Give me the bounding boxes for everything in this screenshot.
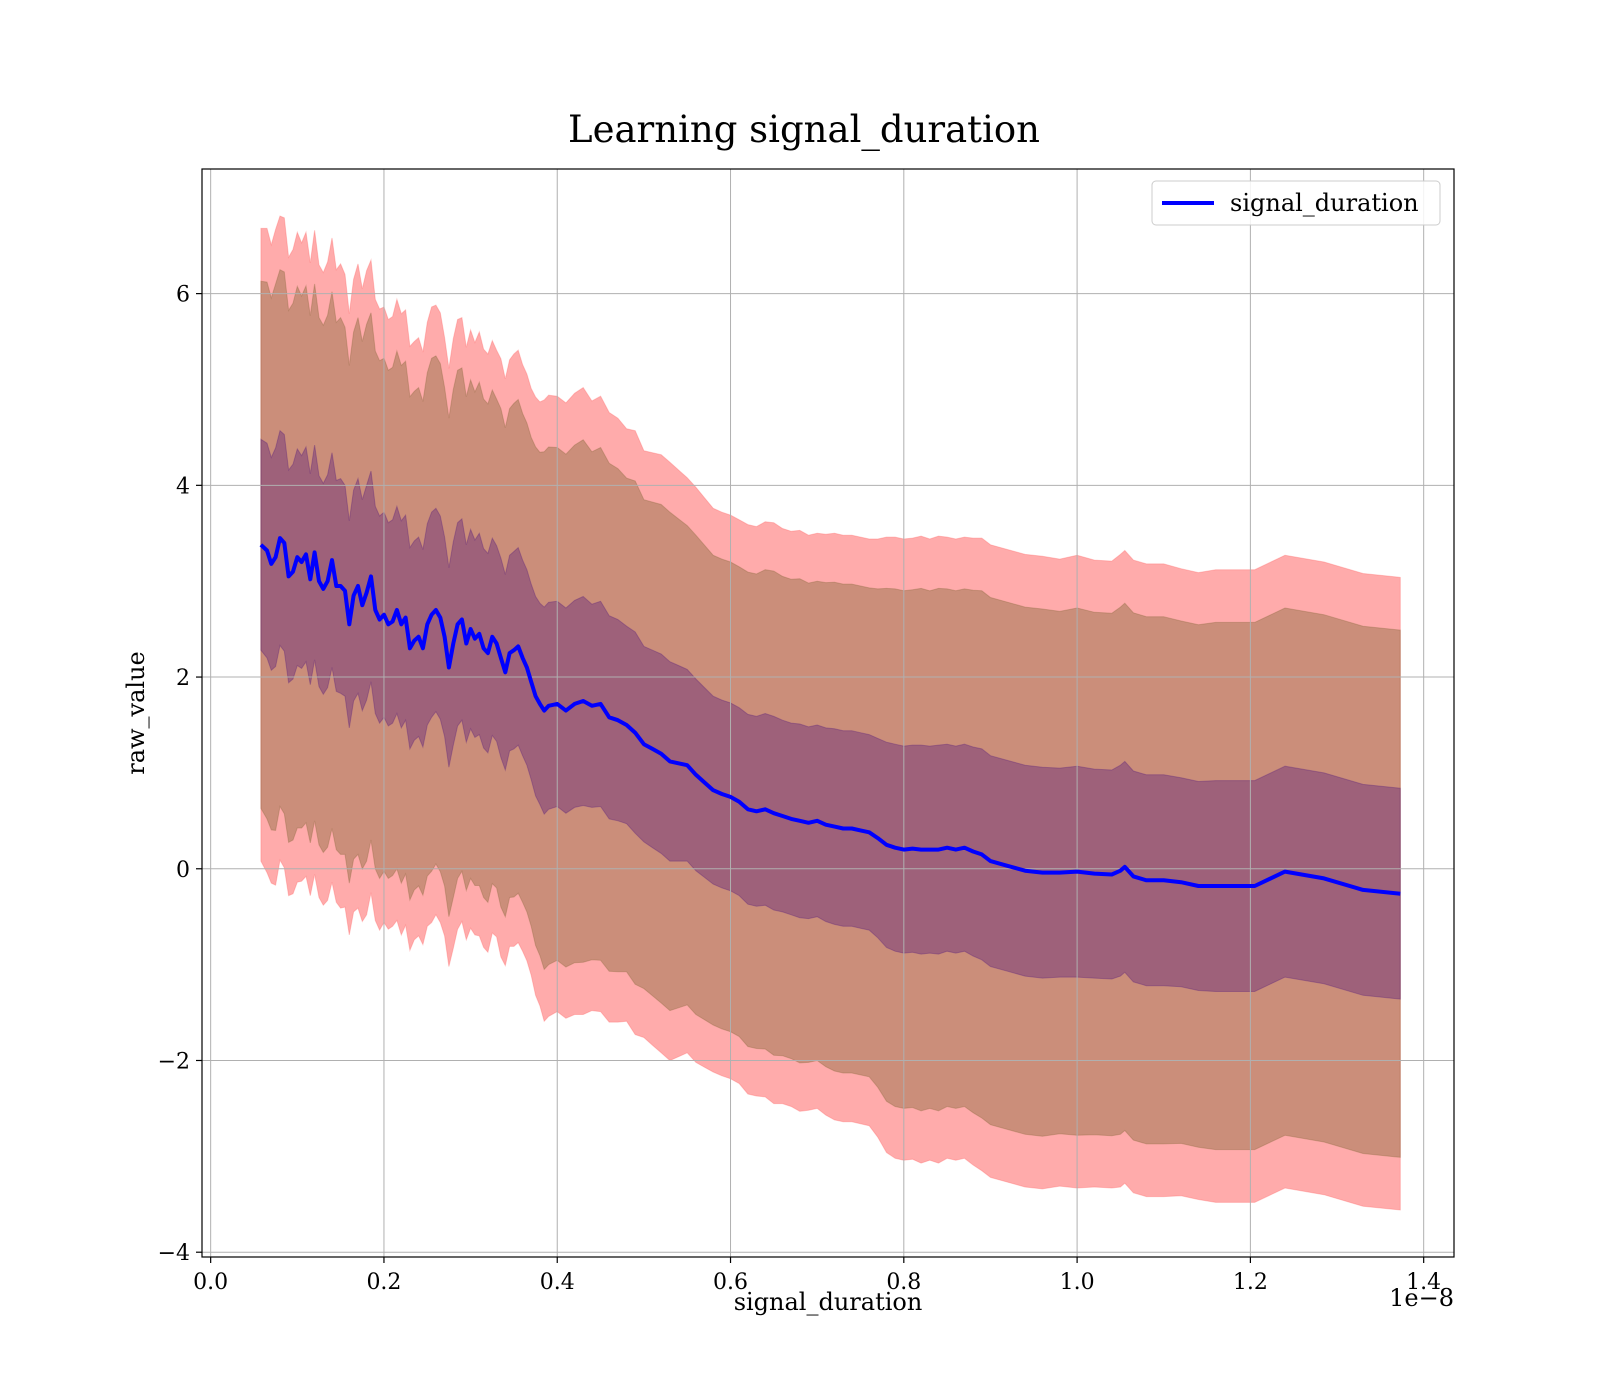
- y-tick-label: 2: [176, 666, 190, 691]
- x-axis-ticks: 0.0 0.2 0.4 0.6 0.8 1.0 1.2 1.4: [193, 1257, 1441, 1295]
- plot-frame: [201, 168, 1455, 1258]
- y-tick-label: −4: [158, 1241, 190, 1266]
- confidence-bands: [260, 215, 1401, 1211]
- plot-area: [201, 168, 1455, 1258]
- x-tick-label: 0.4: [540, 1270, 575, 1295]
- x-axis-label: signal_duration: [734, 1288, 923, 1316]
- band-inner: [260, 429, 1401, 1000]
- x-tick-label: 1.4: [1406, 1270, 1441, 1295]
- chart-title: Learning signal_duration: [568, 108, 1040, 152]
- legend: signal_duration: [1151, 180, 1441, 226]
- y-tick-label: −2: [158, 1049, 190, 1074]
- x-tick-label: 1.0: [1060, 1270, 1095, 1295]
- series-lines: [259, 536, 1401, 896]
- series-line-signal_duration: [259, 536, 1401, 896]
- x-tick-label: 0.2: [366, 1270, 401, 1295]
- y-tick-label: 6: [176, 283, 190, 308]
- x-tick-label: 0.6: [713, 1270, 748, 1295]
- y-axis-ticks: −4 −2 0 2 4 6: [158, 283, 202, 1266]
- legend-box: [1151, 180, 1441, 226]
- x-axis-offset-label: 1e−8: [1389, 1284, 1454, 1312]
- band-middle: [260, 268, 1401, 1158]
- y-tick-label: 4: [176, 474, 190, 499]
- y-axis-label: raw_value: [122, 651, 150, 775]
- x-tick-label: 1.2: [1233, 1270, 1268, 1295]
- y-tick-label: 0: [176, 858, 190, 883]
- x-tick-label: 0.8: [886, 1270, 921, 1295]
- legend-entry-label: signal_duration: [1230, 189, 1419, 217]
- x-tick-label: 0.0: [193, 1270, 228, 1295]
- band-outer: [260, 215, 1401, 1211]
- grid-lines: [202, 169, 1454, 1257]
